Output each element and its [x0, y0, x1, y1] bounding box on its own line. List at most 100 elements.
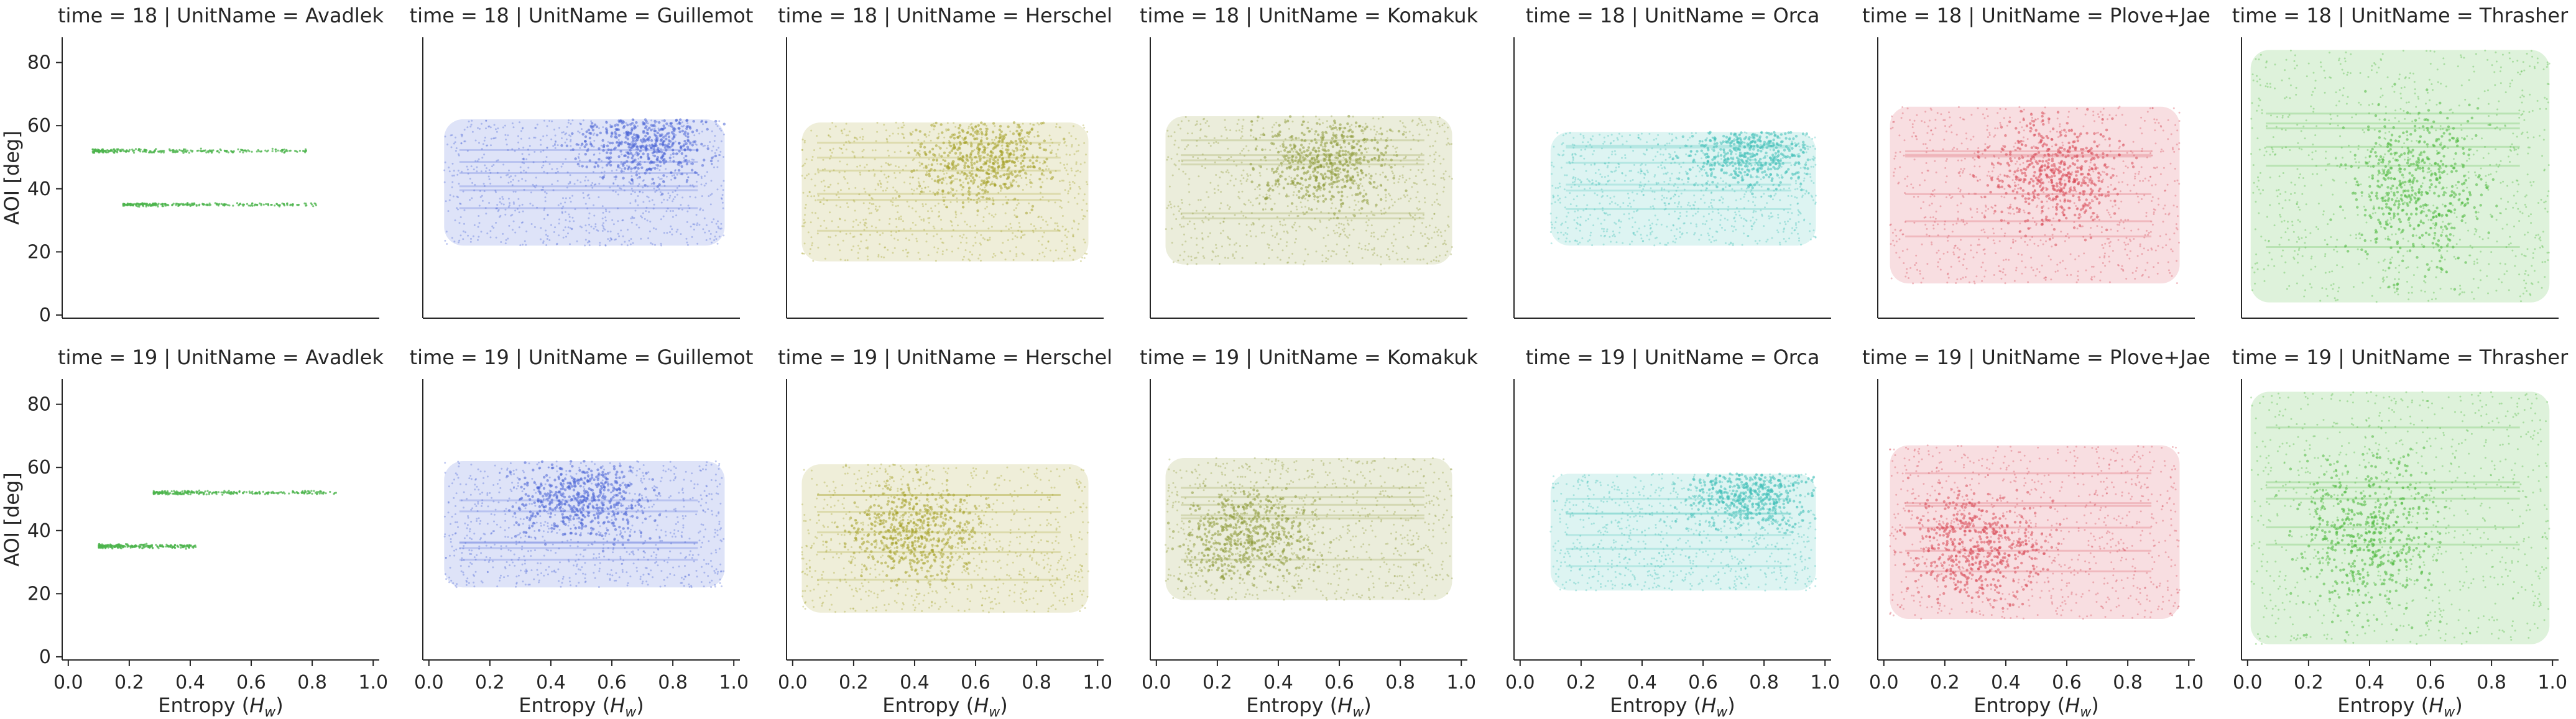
scatter-point: [876, 122, 879, 124]
scatter-point: [706, 145, 709, 147]
scatter-point: [1338, 127, 1342, 131]
scatter-point: [885, 162, 887, 164]
scatter-point: [1050, 151, 1053, 154]
scatter-point: [1031, 259, 1033, 261]
scatter-point: [977, 152, 980, 155]
scatter-point: [979, 166, 982, 169]
scatter-point: [966, 181, 970, 185]
scatter-point: [578, 153, 581, 155]
scatter-point: [1554, 201, 1556, 203]
scatter-point: [923, 140, 926, 142]
scatter-point: [1794, 229, 1796, 231]
scatter-point: [622, 170, 625, 173]
scatter-point: [474, 183, 476, 186]
scatter-point: [568, 183, 570, 185]
scatter-point: [1357, 158, 1360, 161]
scatter-point: [1252, 222, 1255, 225]
scatter-point: [635, 148, 637, 150]
scatter-point: [1410, 168, 1412, 171]
scatter-point: [617, 139, 620, 141]
scatter-point: [623, 162, 626, 165]
scatter-point: [565, 219, 567, 221]
scatter-point: [832, 147, 834, 150]
scatter-point: [1353, 168, 1357, 171]
scatter-point: [1078, 144, 1080, 147]
scatter-point: [1072, 235, 1074, 237]
scatter-point: [1442, 243, 1444, 245]
scatter-point: [1674, 193, 1676, 196]
scatter-point: [461, 134, 464, 136]
scatter-point: [883, 256, 885, 259]
scatter-point: [466, 168, 469, 171]
scatter-point: [1055, 249, 1057, 252]
scatter-point: [839, 259, 842, 261]
scatter-point: [1029, 142, 1032, 145]
scatter-streak: [1181, 139, 1424, 142]
scatter-point: [1336, 185, 1339, 188]
scatter-point: [936, 233, 938, 236]
scatter-point: [1734, 211, 1737, 214]
scatter-point: [711, 241, 713, 244]
scatter-point: [1073, 153, 1076, 155]
scatter-point: [1447, 226, 1450, 228]
scatter-point: [1375, 133, 1377, 135]
scatter-point: [518, 147, 520, 150]
scatter-point: [164, 203, 167, 205]
scatter-point: [717, 160, 719, 162]
scatter-point: [581, 226, 583, 229]
scatter-point: [976, 167, 979, 171]
scatter-point: [1325, 260, 1327, 263]
scatter-point: [1035, 227, 1037, 230]
scatter-point: [673, 176, 676, 180]
scatter-point: [1338, 235, 1341, 237]
scatter-point: [1331, 168, 1334, 172]
scatter-point: [647, 168, 651, 171]
scatter-point: [480, 170, 482, 173]
scatter-point: [1379, 183, 1383, 187]
scatter-point: [667, 192, 670, 195]
scatter-point: [579, 122, 581, 125]
scatter-point: [1435, 260, 1438, 262]
scatter-point: [642, 180, 644, 182]
scatter-point: [589, 124, 593, 127]
scatter-point: [667, 208, 669, 210]
scatter-point: [872, 203, 875, 205]
scatter-point: [968, 177, 971, 180]
scatter-point: [982, 220, 985, 222]
scatter-point: [1327, 156, 1331, 160]
scatter-point: [646, 132, 650, 135]
scatter-point: [1009, 250, 1012, 252]
scatter-point: [247, 204, 250, 207]
scatter-point: [1438, 229, 1440, 231]
scatter-point: [1240, 210, 1243, 213]
scatter-point: [903, 124, 905, 127]
scatter-point: [719, 227, 722, 230]
scatter-point: [530, 223, 533, 225]
scatter-point: [1633, 231, 1635, 234]
scatter-point: [1260, 232, 1263, 234]
scatter-point: [840, 129, 843, 132]
scatter-point: [566, 126, 568, 128]
scatter-point: [1564, 240, 1567, 243]
scatter-point: [703, 217, 706, 219]
scatter-point: [1293, 177, 1296, 180]
scatter-point: [1293, 184, 1295, 186]
scatter-point: [1390, 158, 1393, 162]
scatter-point: [1364, 122, 1367, 125]
scatter-point: [1196, 237, 1198, 240]
scatter-point: [1738, 210, 1740, 213]
scatter-point: [1603, 227, 1605, 230]
scatter-point: [603, 174, 606, 176]
scatter-point: [653, 150, 656, 153]
scatter-point: [1022, 122, 1024, 125]
scatter-point: [1220, 202, 1222, 204]
scatter-point: [540, 139, 542, 141]
scatter-point: [835, 204, 838, 207]
scatter-point: [996, 158, 1000, 162]
scatter-point: [1376, 187, 1378, 189]
scatter-point: [888, 155, 890, 157]
scatter-point: [1323, 177, 1326, 181]
scatter-point: [823, 190, 826, 192]
scatter-point: [852, 245, 855, 247]
scatter-point: [1280, 162, 1283, 165]
